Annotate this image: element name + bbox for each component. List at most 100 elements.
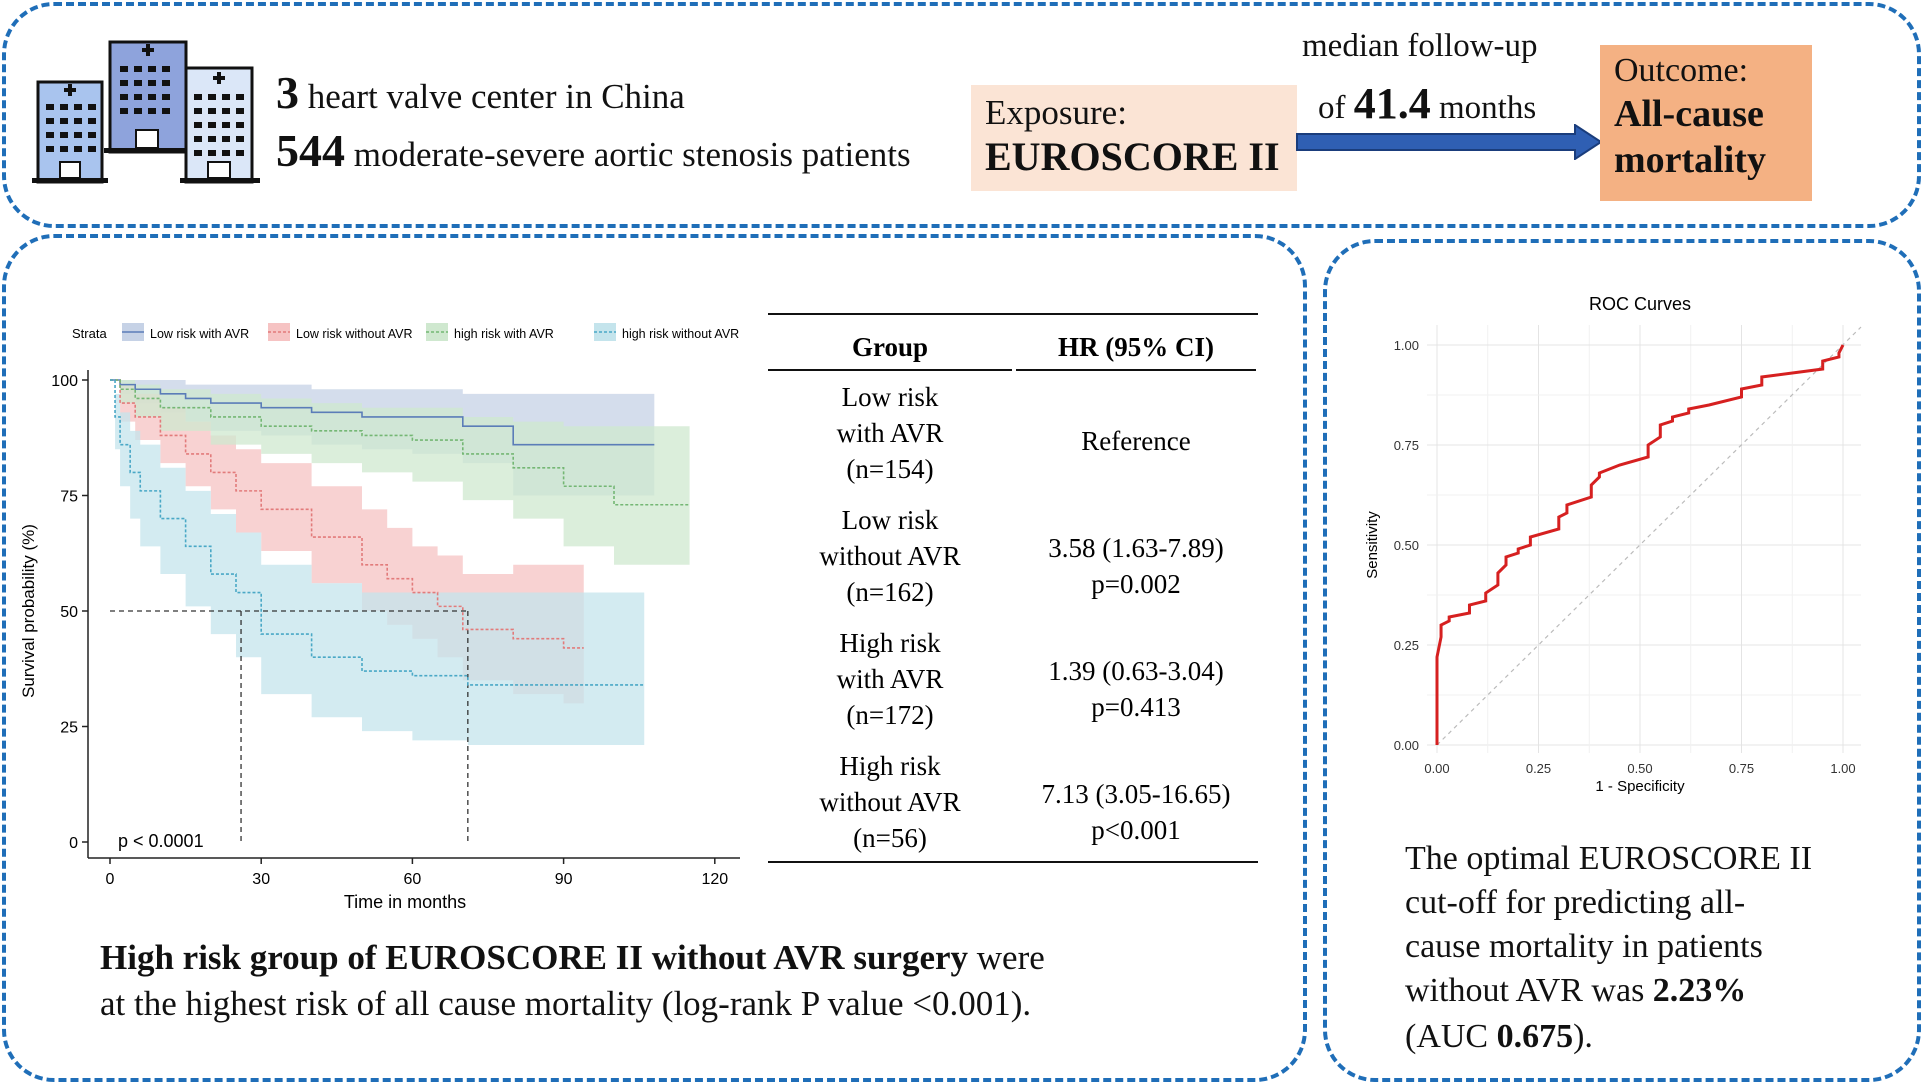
centers-line: 3 heart valve center in China — [276, 66, 685, 119]
km-x-tick-label-3: 90 — [555, 871, 573, 888]
conclusion-left-line2: at the highest risk of all cause mortali… — [100, 984, 1032, 1023]
km-x-tick-label-4: 120 — [701, 871, 728, 888]
hr-row-1-hr-line-1: p=0.002 — [1091, 569, 1180, 599]
conclusion-left-rest: were — [968, 938, 1045, 977]
conclusion-left-line1: High risk group of EUROSCORE II without … — [100, 938, 1045, 978]
followup-unit: months — [1439, 90, 1537, 126]
conclusion-right-line1: The optimal EUROSCORE II — [1405, 840, 1813, 877]
roc-y-tick-label-1: 0.25 — [1394, 638, 1419, 653]
roc-x-tick-label-1: 0.25 — [1526, 761, 1551, 776]
roc-x-tick-label-4: 1.00 — [1830, 761, 1855, 776]
hospital-building-right-icon — [180, 66, 260, 184]
km-legend: Strata Low risk with AVR Low risk without … — [72, 323, 739, 341]
roc-y-axis-label: Sensitivity — [1364, 511, 1381, 579]
km-ci-band-2 — [110, 380, 690, 565]
roc-title: ROC Curves — [1589, 294, 1691, 314]
auc-suffix: ). — [1573, 1018, 1593, 1055]
cutoff-value: 2.23% — [1652, 972, 1747, 1009]
km-x-axis-label: Time in months — [344, 892, 466, 912]
roc-x-tick-label-3: 0.75 — [1729, 761, 1754, 776]
roc-x-axis-label: 1 - Specificity — [1595, 778, 1685, 795]
hr-row-0-group-line-2: (n=154) — [846, 454, 933, 484]
hr-table: Group HR (95% CI) Low risk with AVR (n=154) R… — [768, 312, 1258, 877]
conclusion-right-line2: cut-off for predicting all- — [1405, 884, 1746, 921]
km-y-tick-label-0: 0 — [69, 835, 78, 852]
hr-row-2-hr-line-1: p=0.413 — [1091, 692, 1180, 722]
conclusion-left-bold: High risk group of EUROSCORE II without … — [100, 938, 969, 977]
hr-header-hr: HR (95% CI) — [1058, 332, 1214, 362]
arrow-right-icon — [1296, 124, 1603, 160]
followup-prefix: of — [1318, 90, 1346, 126]
followup-line2: of 41.4 months — [1318, 78, 1536, 129]
hospital-building-middle-icon — [104, 40, 192, 154]
patients-line: 544 moderate-severe aortic stenosis pati… — [276, 124, 911, 177]
roc-chart: ROC Curves 0.00 0.25 0.50 0.75 1.00 0.00 0.25 0.… — [1364, 294, 1862, 795]
roc-y-tick-label-0: 0.00 — [1394, 738, 1419, 753]
km-legend-label-0: Low risk with AVR — [150, 327, 249, 341]
patients-number: 544 — [276, 125, 345, 176]
roc-y-tick-label-2: 0.50 — [1394, 538, 1419, 553]
km-chart: 0 25 50 75 100 0 30 60 90 120 Time in months Surviv… — [19, 370, 740, 912]
followup-line1: median follow-up — [1302, 28, 1538, 64]
conclusion-right-line5: (AUC 0.675). — [1405, 1018, 1593, 1056]
followup-number: 41.4 — [1353, 79, 1431, 128]
km-x-tick-label-1: 30 — [252, 871, 270, 888]
hr-row-0-group-line-1: with AVR — [837, 418, 944, 448]
conclusion-right-line4: without AVR was 2.23% — [1405, 972, 1746, 1010]
hr-row-0-group-line-0: Low risk — [842, 382, 939, 412]
km-legend-title: Strata — [72, 326, 107, 341]
roc-y-tick-label-3: 0.75 — [1394, 438, 1419, 453]
hr-row-2-group-line-2: (n=172) — [846, 700, 933, 730]
centers-text: heart valve center in China — [307, 77, 685, 116]
cutoff-prefix: without AVR was — [1405, 972, 1653, 1009]
km-curve-2 — [110, 379, 690, 506]
survival-panel — [2, 234, 1307, 1082]
hr-row-2-group-line-1: with AVR — [837, 664, 944, 694]
hr-row-2-group-line-0: High risk — [839, 628, 941, 658]
roc-curve — [1435, 344, 1845, 745]
km-ci-band-3 — [110, 380, 645, 745]
km-legend-label-2: high risk with AVR — [454, 327, 554, 341]
roc-diagonal — [1436, 326, 1862, 746]
roc-y-tick-label-4: 1.00 — [1394, 338, 1419, 353]
patients-text: moderate-severe aortic stenosis patients — [353, 135, 911, 174]
roc-panel — [1323, 239, 1921, 1082]
hr-row-1-group-line-1: without AVR — [819, 541, 960, 571]
hospital-building-icon — [32, 40, 260, 184]
hr-row-2-hr-line-0: 1.39 (0.63-3.04) — [1048, 656, 1223, 686]
roc-x-tick-label-0: 0.00 — [1424, 761, 1449, 776]
hr-table-grid: Group HR (95% CI) Low risk with AVR (n=154) R… — [768, 313, 1258, 863]
km-y-tick-label-3: 75 — [60, 489, 78, 506]
hr-row-3-group-line-1: without AVR — [819, 787, 960, 817]
km-x-tick-label-2: 60 — [404, 871, 422, 888]
centers-number: 3 — [276, 67, 299, 118]
auc-prefix: (AUC — [1405, 1018, 1497, 1055]
km-legend-label-1: Low risk without AVR — [296, 327, 412, 341]
km-curve-1 — [110, 379, 584, 649]
outcome-value-line2: mortality — [1614, 139, 1766, 181]
hr-row-3-hr-line-1: p<0.001 — [1091, 815, 1180, 845]
km-y-tick-label-4: 100 — [51, 373, 78, 390]
km-curve-0 — [110, 379, 655, 446]
auc-value: 0.675 — [1496, 1018, 1574, 1055]
hr-header-group: Group — [852, 332, 928, 362]
exposure-value: EUROSCORE II — [985, 134, 1280, 179]
km-legend-label-3: high risk without AVR — [622, 327, 739, 341]
km-y-axis-label: Survival probability (%) — [19, 524, 38, 698]
top-summary-panel — [2, 2, 1921, 228]
outcome-value-line1: All-cause — [1614, 93, 1764, 135]
hospital-building-left-icon — [32, 80, 108, 184]
hr-row-1-group-line-0: Low risk — [842, 505, 939, 535]
km-curve-3 — [110, 379, 645, 686]
km-x-tick-label-0: 0 — [106, 871, 115, 888]
conclusion-right-line3: cause mortality in patients — [1405, 928, 1763, 965]
outcome-box: Outcome: All-cause mortality — [1600, 45, 1812, 201]
hr-row-3-group-line-2: (n=56) — [853, 823, 927, 853]
km-y-tick-label-2: 50 — [60, 604, 78, 621]
exposure-label: Exposure: — [985, 93, 1127, 132]
km-pvalue-annotation: p < 0.0001 — [118, 831, 204, 851]
hr-row-1-hr-line-0: 3.58 (1.63-7.89) — [1048, 533, 1223, 563]
hr-row-3-hr-line-0: 7.13 (3.05-16.65) — [1042, 779, 1231, 809]
km-y-tick-label-1: 25 — [60, 720, 78, 737]
hr-row-0-hr-line-0: Reference — [1081, 426, 1190, 456]
